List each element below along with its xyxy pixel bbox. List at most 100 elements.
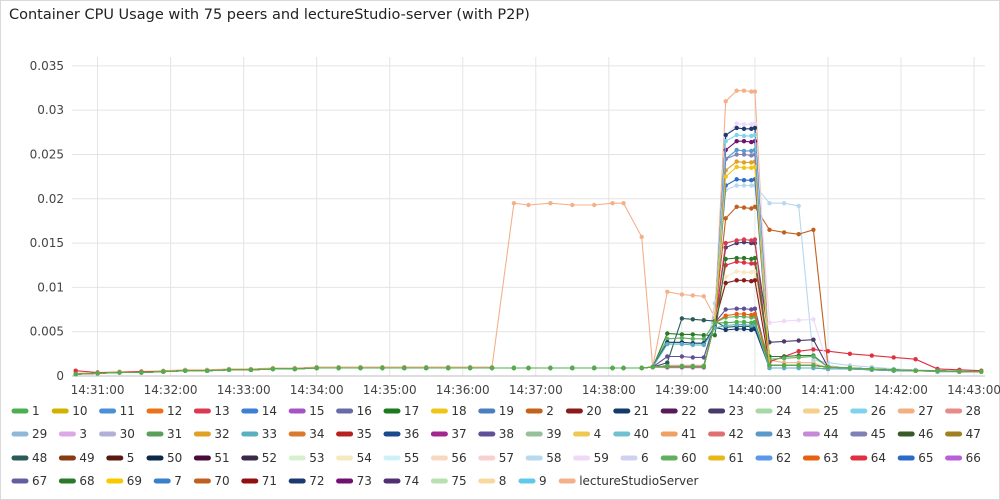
legend-label: 37 [451, 427, 466, 441]
data-point [734, 121, 739, 126]
legend-item[interactable]: 35 [336, 427, 372, 441]
legend-item[interactable]: 53 [288, 451, 324, 465]
legend-label: 63 [823, 451, 838, 465]
data-point [621, 365, 626, 371]
legend-item[interactable]: 52 [241, 451, 277, 465]
legend-item[interactable]: 66 [945, 451, 981, 465]
data-point [749, 122, 754, 127]
legend-item[interactable]: 31 [146, 427, 182, 441]
legend-item[interactable]: 15 [288, 404, 324, 418]
legend-item[interactable]: 11 [99, 404, 135, 418]
legend-item[interactable]: 68 [58, 474, 95, 488]
legend-item[interactable]: 32 [193, 427, 230, 441]
legend-item[interactable]: 4 [573, 427, 602, 441]
legend-item[interactable]: 5 [106, 451, 135, 465]
legend-item[interactable]: 71 [241, 474, 277, 488]
legend-item[interactable]: 45 [850, 427, 886, 441]
legend-item[interactable]: 44 [802, 427, 839, 441]
legend-item[interactable]: 12 [146, 404, 182, 418]
legend-item[interactable]: 56 [430, 451, 467, 465]
legend-item[interactable]: 1 [11, 404, 40, 418]
legend-item[interactable]: 22 [660, 404, 696, 418]
legend-item[interactable]: 41 [660, 427, 696, 441]
legend-item[interactable]: 54 [336, 451, 372, 465]
data-point [665, 364, 670, 369]
legend-item[interactable]: 39 [525, 427, 561, 441]
legend-item[interactable]: 36 [383, 427, 419, 441]
legend-label: 61 [729, 451, 744, 465]
legend-item[interactable]: 17 [383, 404, 419, 418]
legend-item[interactable]: 67 [11, 474, 47, 488]
legend-label: 49 [79, 451, 94, 465]
legend-item[interactable]: 47 [945, 427, 981, 441]
legend-item[interactable]: 28 [945, 404, 981, 418]
x-tick-label: 14:38:00 [582, 383, 636, 397]
legend-item[interactable]: 10 [51, 404, 87, 418]
legend-item[interactable]: 37 [430, 427, 467, 441]
data-point [847, 351, 853, 356]
data-point [723, 313, 728, 318]
legend-item[interactable]: 49 [58, 451, 95, 465]
legend-item[interactable]: 48 [11, 451, 47, 465]
legend-item[interactable]: 64 [850, 451, 886, 465]
legend-item[interactable]: 6 [620, 451, 649, 465]
legend-item[interactable]: 46 [897, 427, 933, 441]
legend-item[interactable]: 33 [241, 427, 277, 441]
legend-item[interactable]: 50 [146, 451, 182, 465]
legend-item[interactable]: 7 [153, 474, 182, 488]
legend-item[interactable]: 61 [708, 451, 744, 465]
legend-item[interactable]: 69 [106, 474, 142, 488]
legend-item[interactable]: 3 [58, 427, 87, 441]
legend-item[interactable]: 43 [755, 427, 791, 441]
data-point [741, 270, 747, 275]
legend-label: 68 [79, 474, 94, 488]
legend-item[interactable]: 9 [518, 474, 547, 488]
data-point [424, 365, 429, 371]
legend-item[interactable]: 14 [241, 404, 277, 418]
legend-item[interactable]: 65 [897, 451, 933, 465]
legend-item[interactable]: 26 [850, 404, 886, 418]
legend-item[interactable]: 40 [613, 427, 649, 441]
legend-item[interactable]: 2 [525, 404, 554, 418]
legend-item[interactable]: 63 [802, 451, 839, 465]
legend-item[interactable]: 16 [336, 404, 372, 418]
data-point [752, 89, 758, 94]
legend-item[interactable]: 13 [193, 404, 230, 418]
legend-item[interactable]: 23 [708, 404, 744, 418]
legend-item[interactable]: 25 [802, 404, 839, 418]
legend-item[interactable]: 24 [755, 404, 791, 418]
series-73 [73, 139, 984, 377]
legend-item[interactable]: 30 [99, 427, 135, 441]
legend-item[interactable]: 8 [478, 474, 507, 488]
data-point [734, 152, 739, 157]
x-tick-label: 14:34:00 [290, 383, 344, 397]
legend-item[interactable]: 42 [708, 427, 744, 441]
legend-label: 10 [72, 404, 87, 418]
legend-item[interactable]: 70 [193, 474, 230, 488]
legend-item[interactable]: 72 [288, 474, 324, 488]
data-point [825, 364, 831, 370]
data-point [679, 335, 685, 341]
legend-label: 39 [546, 427, 561, 441]
legend-item[interactable]: 34 [288, 427, 324, 441]
legend-item[interactable]: 73 [336, 474, 372, 488]
legend-item[interactable]: 74 [383, 474, 419, 488]
legend-item[interactable]: 59 [573, 451, 609, 465]
legend-item[interactable]: 58 [525, 451, 561, 465]
legend-item[interactable]: 29 [11, 427, 47, 441]
legend-item[interactable]: lectureStudioServer [558, 474, 699, 488]
legend-item[interactable]: 20 [565, 404, 602, 418]
legend-item[interactable]: 60 [660, 451, 696, 465]
legend-item[interactable]: 75 [430, 474, 467, 488]
legend-item[interactable]: 55 [383, 451, 419, 465]
legend-item[interactable]: 38 [478, 427, 514, 441]
legend-item[interactable]: 57 [478, 451, 514, 465]
legend-item[interactable]: 19 [478, 404, 514, 418]
data-point [741, 148, 747, 154]
legend-item[interactable]: 62 [755, 451, 791, 465]
legend-item[interactable]: 21 [613, 404, 649, 418]
legend-label: 26 [871, 404, 886, 418]
legend-item[interactable]: 51 [193, 451, 230, 465]
legend-item[interactable]: 27 [897, 404, 933, 418]
legend-item[interactable]: 18 [430, 404, 467, 418]
